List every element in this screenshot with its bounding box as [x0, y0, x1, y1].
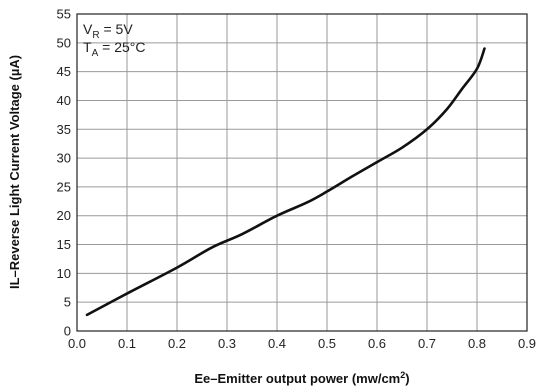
- annotation-vr: VR = 5V: [83, 21, 133, 41]
- y-tick-label: 30: [57, 151, 71, 166]
- x-tick-label: 0.5: [318, 336, 336, 351]
- y-axis-title: IL–Reverse Light Current Voltage (µA): [7, 55, 22, 289]
- y-tick-label: 0: [64, 324, 71, 339]
- x-tick-labels: 0.0 0.1 0.2 0.3 0.4 0.5 0.6 0.7 0.8 0.9: [68, 336, 536, 351]
- y-tick-label: 10: [57, 266, 71, 281]
- x-axis-title: Ee–Emitter output power (mw/cm2): [194, 370, 409, 386]
- x-tick-label: 0.9: [518, 336, 536, 351]
- plot-frame: [76, 13, 528, 332]
- y-tick-labels: 0 5 10 15 20 25 30 35 40 45 50 55: [57, 7, 71, 339]
- y-tick-label: 50: [57, 35, 71, 50]
- x-tick-label: 0.3: [218, 336, 236, 351]
- y-tick-label: 40: [57, 93, 71, 108]
- y-tick-label: 35: [57, 122, 71, 137]
- x-tick-label: 0.8: [468, 336, 486, 351]
- annotation-ta: TA = 25°C: [83, 39, 145, 59]
- x-tick-label: 0.1: [118, 336, 136, 351]
- x-tick-label: 0.2: [168, 336, 186, 351]
- x-tick-label: 0.7: [418, 336, 436, 351]
- x-tick-label: 0.4: [268, 336, 286, 351]
- y-tick-label: 45: [57, 64, 71, 79]
- x-tick-label: 0.6: [368, 336, 386, 351]
- y-tick-label: 55: [57, 7, 71, 22]
- series-line: [85, 47, 486, 317]
- y-tick-label: 5: [64, 295, 71, 310]
- x-tick-label: 0.0: [68, 336, 86, 351]
- y-tick-label: 15: [57, 237, 71, 252]
- y-tick-label: 20: [57, 208, 71, 223]
- y-tick-label: 25: [57, 179, 71, 194]
